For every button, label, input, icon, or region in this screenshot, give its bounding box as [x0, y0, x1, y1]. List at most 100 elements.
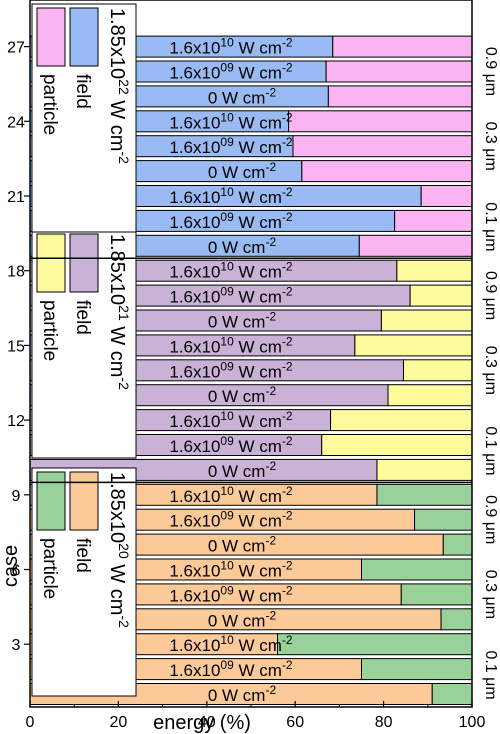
x-tick-label-100: 100 — [459, 714, 486, 731]
bar-label-case-4: 0 W cm-2 — [208, 608, 277, 630]
bar-particle-case-23 — [292, 135, 473, 158]
axes-layer: 0 20 40 60 80 100 3 6 9 12 15 18 21 24 27 — [7, 0, 485, 731]
bar-particle-case-9 — [376, 483, 473, 506]
legend-intensity-label: 1.85x1022 W cm-2 — [106, 8, 132, 164]
x-tick-label-0: 0 — [26, 714, 35, 731]
thickness-label-case-13: 0.3 μm — [482, 346, 499, 395]
bar-label-case-17: 1.6x1009 W cm-2 — [169, 285, 293, 307]
bar-labels-layer: 0 W cm-21.6x1009 W cm-21.6x1010 W cm-20 … — [169, 36, 293, 705]
bar-label-case-12: 1.6x1010 W cm-2 — [169, 409, 293, 431]
legend-swatch-field — [69, 471, 99, 531]
legends-layer: particle field 1.85x1020 W cm-2 particle fie… — [31, 3, 137, 697]
legend-label-particle: particle — [39, 300, 60, 361]
bar-particle-case-18 — [396, 259, 473, 282]
y-tick-label-12: 12 — [7, 413, 25, 430]
bar-label-case-2: 1.6x1009 W cm-2 — [169, 658, 293, 680]
legend-panel-3: particle field 1.85x1022 W cm-2 — [31, 3, 137, 233]
legend-swatch-field — [69, 233, 99, 293]
bar-particle-case-12 — [330, 409, 473, 432]
bar-particle-case-20 — [394, 209, 473, 232]
bar-particle-case-25 — [327, 85, 473, 108]
bar-particle-case-3 — [277, 633, 473, 656]
x-tick-label-60: 60 — [286, 714, 304, 731]
bar-particle-case-2 — [361, 658, 473, 681]
bar-particle-case-14 — [402, 359, 473, 382]
bar-particle-case-4 — [440, 608, 473, 631]
bar-particle-case-7 — [442, 533, 473, 556]
bar-label-case-16: 0 W cm-2 — [208, 310, 277, 332]
y-tick-label-6: 6 — [12, 563, 21, 580]
legend-label-particle: particle — [39, 538, 60, 599]
bar-label-case-11: 1.6x1009 W cm-2 — [169, 434, 293, 456]
bar-particle-case-19 — [358, 234, 473, 257]
legend-intensity-label: 1.85x1020 W cm-2 — [106, 472, 132, 628]
bar-particle-case-17 — [409, 284, 473, 307]
bar-particle-case-1 — [431, 683, 473, 705]
bar-label-case-20: 1.6x1009 W cm-2 — [169, 210, 293, 232]
bar-label-case-10: 0 W cm-2 — [208, 459, 277, 481]
y-tick-label-15: 15 — [7, 338, 25, 355]
legend-label-field: field — [72, 300, 93, 335]
bar-label-case-15: 1.6x1010 W cm-2 — [169, 334, 293, 356]
thickness-labels-layer: 0.1 μm 0.3 μm 0.9 μm 0.1 μm 0.3 μm 0.9 μm 0.1 … — [482, 47, 499, 700]
bar-particle-case-22 — [301, 160, 473, 183]
bar-label-case-19: 0 W cm-2 — [208, 235, 277, 257]
bar-label-case-24: 1.6x1010 W cm-2 — [169, 110, 293, 132]
y-tick-label-18: 18 — [7, 264, 25, 281]
thickness-label-case-22: 0.3 μm — [482, 122, 499, 171]
legend-swatch-particle — [36, 233, 66, 293]
bar-particle-case-15 — [354, 334, 473, 357]
thickness-label-case-25: 0.9 μm — [482, 47, 499, 96]
bar-label-case-7: 0 W cm-2 — [208, 534, 277, 556]
x-tick-label-80: 80 — [375, 714, 393, 731]
bar-particle-case-11 — [321, 434, 473, 456]
thickness-label-case-7: 0.9 μm — [482, 495, 499, 544]
bar-label-case-1: 0 W cm-2 — [208, 683, 277, 705]
y-axis-title: case — [0, 545, 22, 587]
x-tick-label-40: 40 — [198, 714, 216, 731]
legend-intensity-label: 1.85x1021 W cm-2 — [106, 234, 132, 390]
bar-particle-case-16 — [380, 309, 473, 332]
bar-particle-case-21 — [420, 185, 473, 207]
bar-label-case-18: 1.6x1010 W cm-2 — [169, 260, 293, 282]
bar-particle-case-6 — [361, 558, 473, 581]
bar-particle-case-26 — [325, 60, 473, 83]
bar-label-case-25: 0 W cm-2 — [208, 85, 277, 107]
bar-label-case-8: 1.6x1009 W cm-2 — [169, 509, 293, 531]
y-tick-label-9: 9 — [12, 488, 21, 505]
bar-label-case-5: 1.6x1009 W cm-2 — [169, 583, 293, 605]
legend-swatch-particle — [36, 471, 66, 531]
y-tick-label-24: 24 — [7, 114, 25, 131]
legend-label-field: field — [72, 538, 93, 573]
x-axis-title: energy (%) — [153, 712, 251, 734]
bar-label-case-6: 1.6x1010 W cm-2 — [169, 559, 293, 581]
thickness-label-case-4: 0.3 μm — [482, 570, 499, 619]
bar-label-case-27: 1.6x1010 W cm-2 — [169, 36, 293, 58]
legend-label-particle: particle — [39, 74, 60, 135]
x-tick-label-20: 20 — [110, 714, 128, 731]
bar-label-case-14: 1.6x1009 W cm-2 — [169, 359, 293, 381]
bar-label-case-3: 1.6x1010 W cm-2 — [169, 633, 293, 655]
thickness-label-case-1: 0.1 μm — [482, 650, 499, 699]
legend-panel-2: particle field 1.85x1021 W cm-2 — [31, 229, 137, 459]
legend-label-field: field — [72, 74, 93, 109]
thickness-label-case-10: 0.1 μm — [482, 426, 499, 475]
thickness-label-case-16: 0.9 μm — [482, 271, 499, 320]
bar-particle-case-27 — [332, 35, 473, 58]
bar-label-case-22: 0 W cm-2 — [208, 160, 277, 182]
y-tick-label-21: 21 — [7, 189, 25, 206]
bar-particle-case-24 — [288, 110, 473, 133]
y-tick-label-27: 27 — [7, 40, 25, 57]
bar-particle-case-8 — [414, 508, 473, 531]
legend-panel-1: particle field 1.85x1020 W cm-2 — [31, 467, 137, 697]
thickness-label-case-19: 0.1 μm — [482, 202, 499, 251]
bar-particle-case-13 — [387, 384, 473, 407]
bar-label-case-23: 1.6x1009 W cm-2 — [169, 135, 293, 157]
bar-particle-case-5 — [400, 583, 473, 606]
bar-label-case-13: 0 W cm-2 — [208, 384, 277, 406]
bar-label-case-21: 1.6x1010 W cm-2 — [169, 185, 293, 207]
legend-swatch-particle — [36, 7, 66, 67]
y-tick-label-3: 3 — [12, 637, 21, 654]
bar-particle-case-10 — [376, 458, 473, 481]
